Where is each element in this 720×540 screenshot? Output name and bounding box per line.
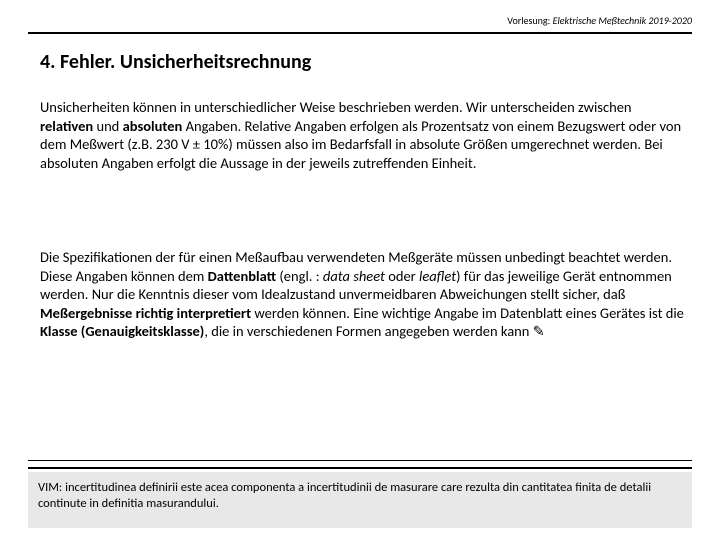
- header-text: Vorlesung: Elektrische Meßtechnik 2019-2…: [507, 14, 692, 27]
- paragraph-2: Die Spezifikationen der für einen Meßauf…: [40, 248, 684, 342]
- p2-t5: werden können. Eine wichtige Angabe im D…: [251, 304, 684, 322]
- slide: Vorlesung: Elektrische Meßtechnik 2019-2…: [0, 0, 720, 540]
- header-course: Elektrische Meßtechnik 2019-2020: [553, 14, 692, 27]
- p2-b3: Klasse (Genauigkeitsklasse): [40, 322, 204, 340]
- p2-b2: Meßergebnisse richtig interpretiert: [40, 304, 251, 322]
- footer-rule: [28, 460, 692, 469]
- pencil-icon: ✎: [533, 324, 545, 340]
- paragraph-1: Unsicherheiten können in unterschiedlich…: [40, 98, 684, 172]
- p2-i2: leaflet: [419, 267, 456, 285]
- p2-i1: data sheet: [323, 267, 385, 285]
- p2-t2: (engl. :: [276, 267, 323, 285]
- footer-text: VIM: incertitudinea definirii este acea …: [38, 480, 651, 511]
- p2-t3: oder: [385, 267, 419, 285]
- page-title: 4. Fehler. Unsicherheitsrechnung: [40, 50, 311, 74]
- header-rule: [28, 32, 692, 34]
- p1-t1: Unsicherheiten können in unterschiedlich…: [40, 98, 632, 116]
- p1-t2: und: [93, 117, 122, 135]
- p2-t6: , die in verschiedenen Formen angegeben …: [204, 322, 532, 340]
- footer-box: VIM: incertitudinea definirii este acea …: [28, 472, 692, 528]
- header-prefix: Vorlesung:: [507, 14, 552, 27]
- p1-b1: relativen: [40, 117, 93, 135]
- p1-b2: absoluten: [123, 117, 183, 135]
- p2-b1: Dattenblatt: [208, 267, 276, 285]
